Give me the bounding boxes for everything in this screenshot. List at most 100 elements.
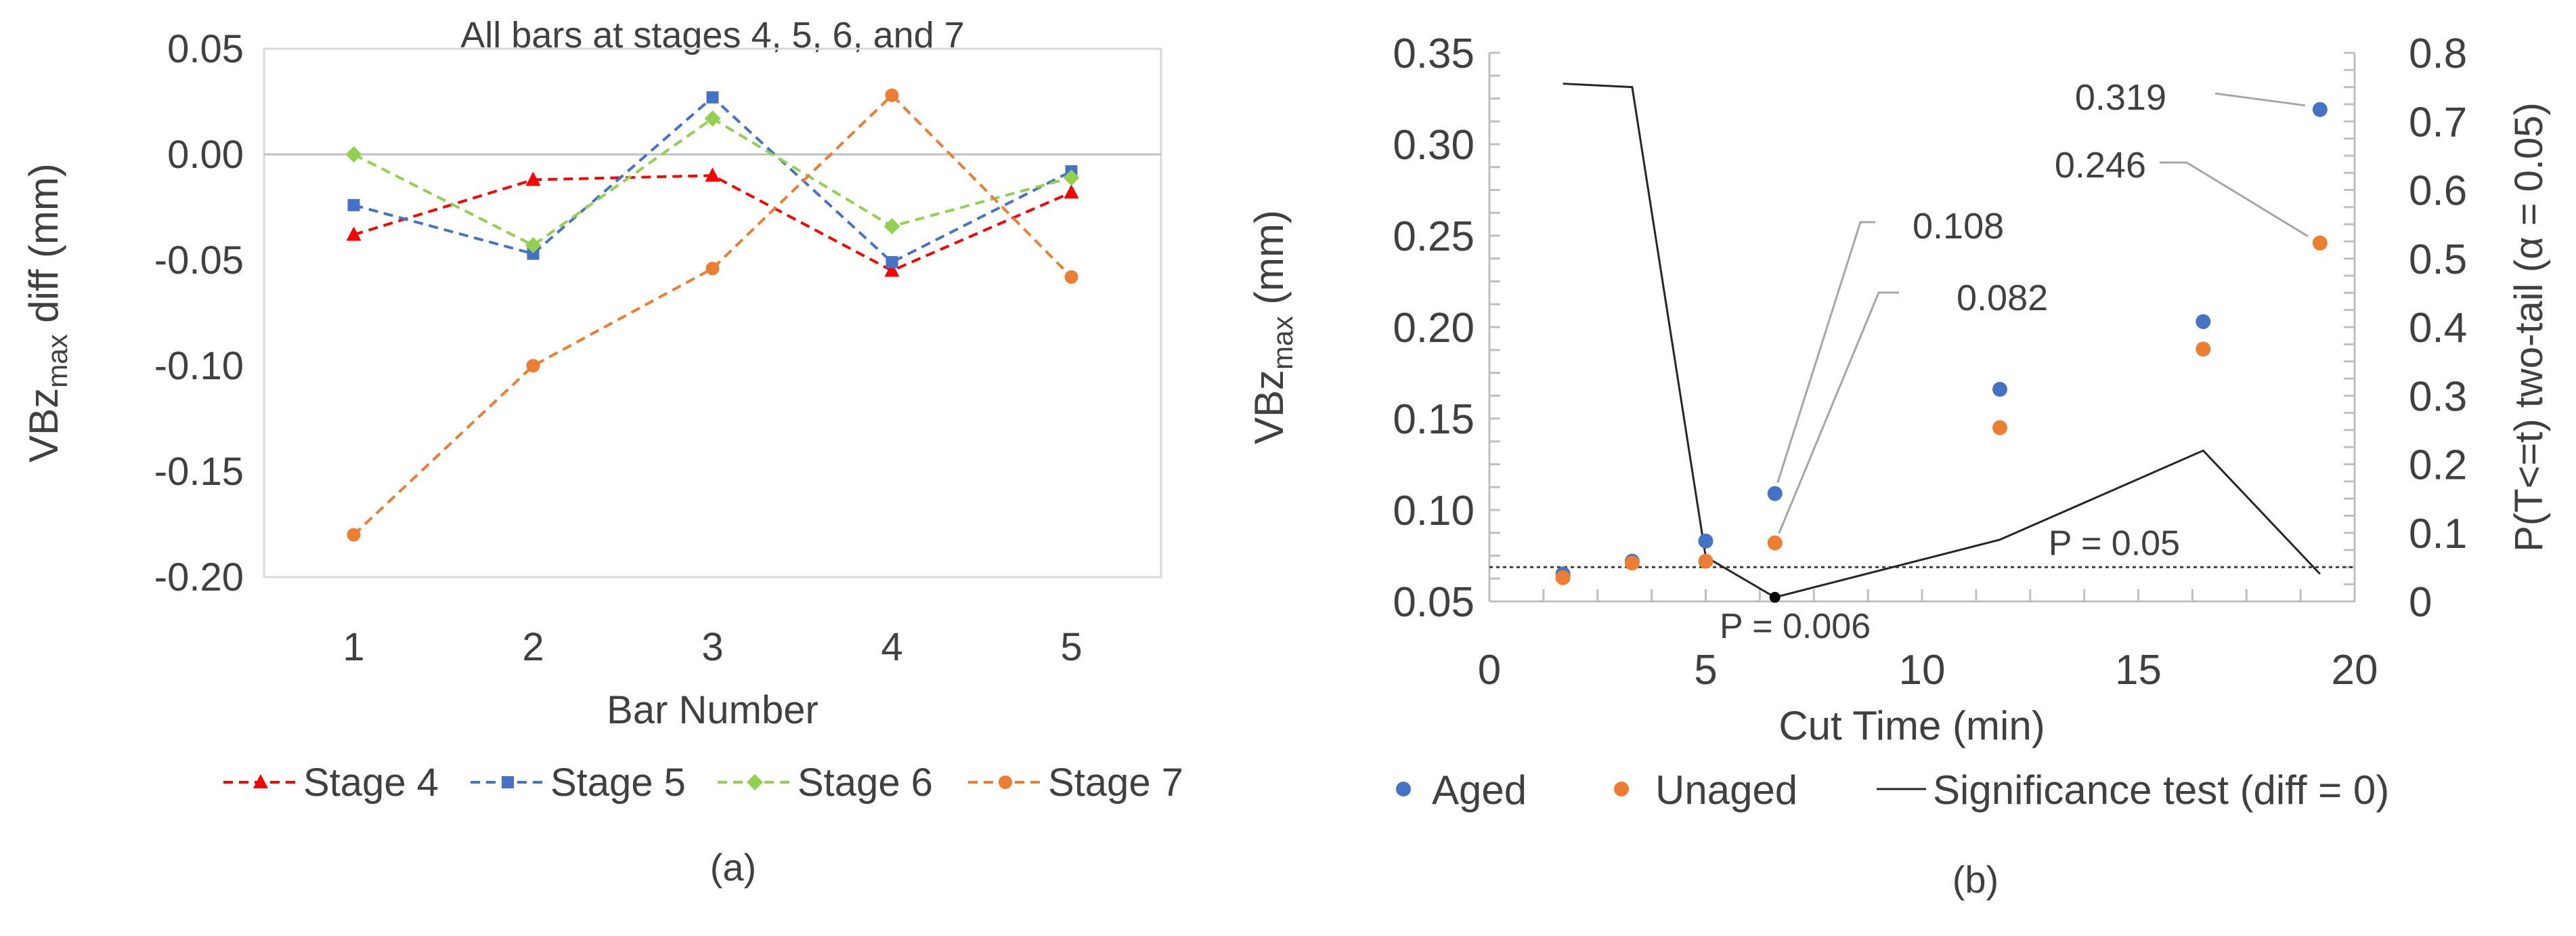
- y2-tick-label: 0: [2409, 579, 2432, 626]
- legend-label: Stage 5: [550, 761, 686, 805]
- legend-label: Stage 6: [798, 761, 933, 805]
- y2-tick-label: 0.5: [2409, 236, 2467, 283]
- aged-point: [1992, 381, 2008, 397]
- unaged-point: [1992, 420, 2008, 435]
- aged-point: [2196, 314, 2211, 329]
- data-point-stage-6: [883, 218, 900, 235]
- data-point-stage-4: [525, 171, 541, 186]
- data-point-stage-4: [705, 167, 720, 182]
- data-point-stage-7: [1064, 270, 1078, 284]
- legend-label: Unaged: [1655, 767, 1797, 813]
- y-tick-label: 0.10: [1393, 488, 1475, 534]
- y-tick-label: -0.05: [154, 238, 244, 282]
- data-point-stage-7: [705, 261, 720, 276]
- annotation-label: 0.319: [2075, 77, 2166, 118]
- data-point-stage-6: [345, 146, 362, 163]
- data-point-stage-5: [527, 247, 540, 260]
- unaged-point: [2196, 341, 2211, 357]
- panel-label-a: (a): [710, 846, 756, 889]
- aged-point: [1767, 486, 1783, 501]
- unaged-point: [1698, 553, 1713, 569]
- y-tick-label: -0.10: [154, 344, 244, 388]
- legend-label: Aged: [1432, 767, 1527, 813]
- y2-tick-label: 0.1: [2409, 511, 2467, 557]
- x-axis-label: Cut Time (min): [1778, 703, 2045, 748]
- y-tick-label: -0.15: [154, 450, 244, 494]
- annotation-label: 0.082: [1957, 278, 2048, 318]
- y-axis-label-main: VBz: [1246, 370, 1292, 444]
- y-axis-label-main: VBz: [21, 388, 66, 463]
- y-tick-label: 0.15: [1393, 396, 1475, 443]
- y-axis-label: VBzmax (mm): [1246, 210, 1298, 444]
- data-point-stage-6: [525, 237, 542, 254]
- data-point-stage-5: [886, 256, 898, 269]
- annotation-label: 0.108: [1913, 206, 2004, 247]
- leader-line: [2214, 92, 2306, 107]
- data-point-stage-6: [704, 110, 721, 127]
- legend-marker: [999, 775, 1012, 789]
- series-line-stage-7: [353, 93, 1072, 536]
- threshold-label: P = 0.05: [2049, 524, 2180, 563]
- legend-label: Stage 4: [303, 761, 439, 805]
- data-point-stage-7: [526, 359, 540, 373]
- y-tick-label: 0.20: [1393, 305, 1475, 352]
- y2-tick-label: 0.3: [2409, 373, 2467, 420]
- y-tick-label: 0.05: [167, 27, 244, 71]
- legend-marker-aged: [1396, 782, 1411, 796]
- y-tick-label: 0.35: [1393, 30, 1475, 77]
- significance-line: [1563, 83, 2321, 599]
- plot-area-border: [263, 47, 1162, 578]
- legend-label: Stage 7: [1048, 761, 1183, 805]
- data-point-stage-6: [1063, 169, 1080, 186]
- unaged-point: [1555, 570, 1571, 585]
- y-tick-label: 0.05: [1393, 579, 1475, 626]
- aged-point: [1698, 533, 1713, 549]
- legend-label: Significance test (diff = 0): [1933, 767, 2389, 813]
- legend-marker-unaged: [1614, 782, 1629, 796]
- data-point-stage-4: [884, 262, 900, 277]
- legend-marker: [747, 774, 763, 790]
- significance-min-point: [1769, 591, 1781, 603]
- leader-line: [2160, 161, 2309, 238]
- data-point-stage-7: [885, 88, 899, 102]
- unaged-point: [1624, 555, 1640, 571]
- data-point-stage-4: [1064, 184, 1079, 199]
- y-tick-label: 0.00: [167, 133, 244, 177]
- leader-line: [1778, 291, 1899, 534]
- panel-label-b: (b): [1952, 858, 1999, 901]
- annotation-label: 0.246: [2055, 145, 2146, 186]
- data-point-stage-5: [347, 198, 360, 211]
- data-point-stage-5: [706, 91, 719, 104]
- y2-tick-label: 0.2: [2409, 442, 2467, 489]
- x-tick-label: 15: [2115, 647, 2162, 694]
- y-axis-label-subscript: max: [1267, 316, 1298, 370]
- x-tick-label: 3: [701, 625, 723, 669]
- y2-tick-label: 0.7: [2409, 99, 2467, 146]
- y2-axis-label: P(T<=t) two-tail (α = 0.05): [2507, 102, 2551, 552]
- x-tick-label: 5: [1060, 625, 1082, 669]
- y-axis-label-suffix: (mm): [1246, 210, 1292, 316]
- y2-tick-label: 0.4: [2409, 305, 2467, 352]
- y2-tick-label: 0.6: [2409, 168, 2467, 215]
- x-tick-label: 20: [2332, 647, 2378, 694]
- leader-line: [1776, 221, 1875, 484]
- chart-a: All bars at stages 4, 5, 6, and 70.050.0…: [21, 15, 1183, 889]
- x-tick-label: 0: [1478, 647, 1501, 694]
- data-point-stage-4: [346, 226, 362, 241]
- y2-tick-label: 0.8: [2409, 30, 2467, 77]
- x-axis-label: Bar Number: [607, 688, 818, 732]
- x-tick-label: 10: [1899, 647, 1946, 694]
- legend-marker: [253, 774, 268, 788]
- y-axis-label: VBzmax diff (mm): [21, 163, 73, 463]
- y-tick-label: 0.30: [1393, 122, 1475, 169]
- y-tick-label: 0.25: [1393, 213, 1475, 260]
- data-point-stage-7: [347, 528, 361, 542]
- x-tick-label: 1: [343, 625, 364, 669]
- aged-point: [2312, 102, 2328, 117]
- x-tick-label: 2: [522, 625, 544, 669]
- annotation-label: P = 0.006: [1720, 607, 1871, 646]
- y-axis-label-suffix: diff (mm): [21, 163, 66, 334]
- y-tick-label: -0.20: [154, 555, 244, 599]
